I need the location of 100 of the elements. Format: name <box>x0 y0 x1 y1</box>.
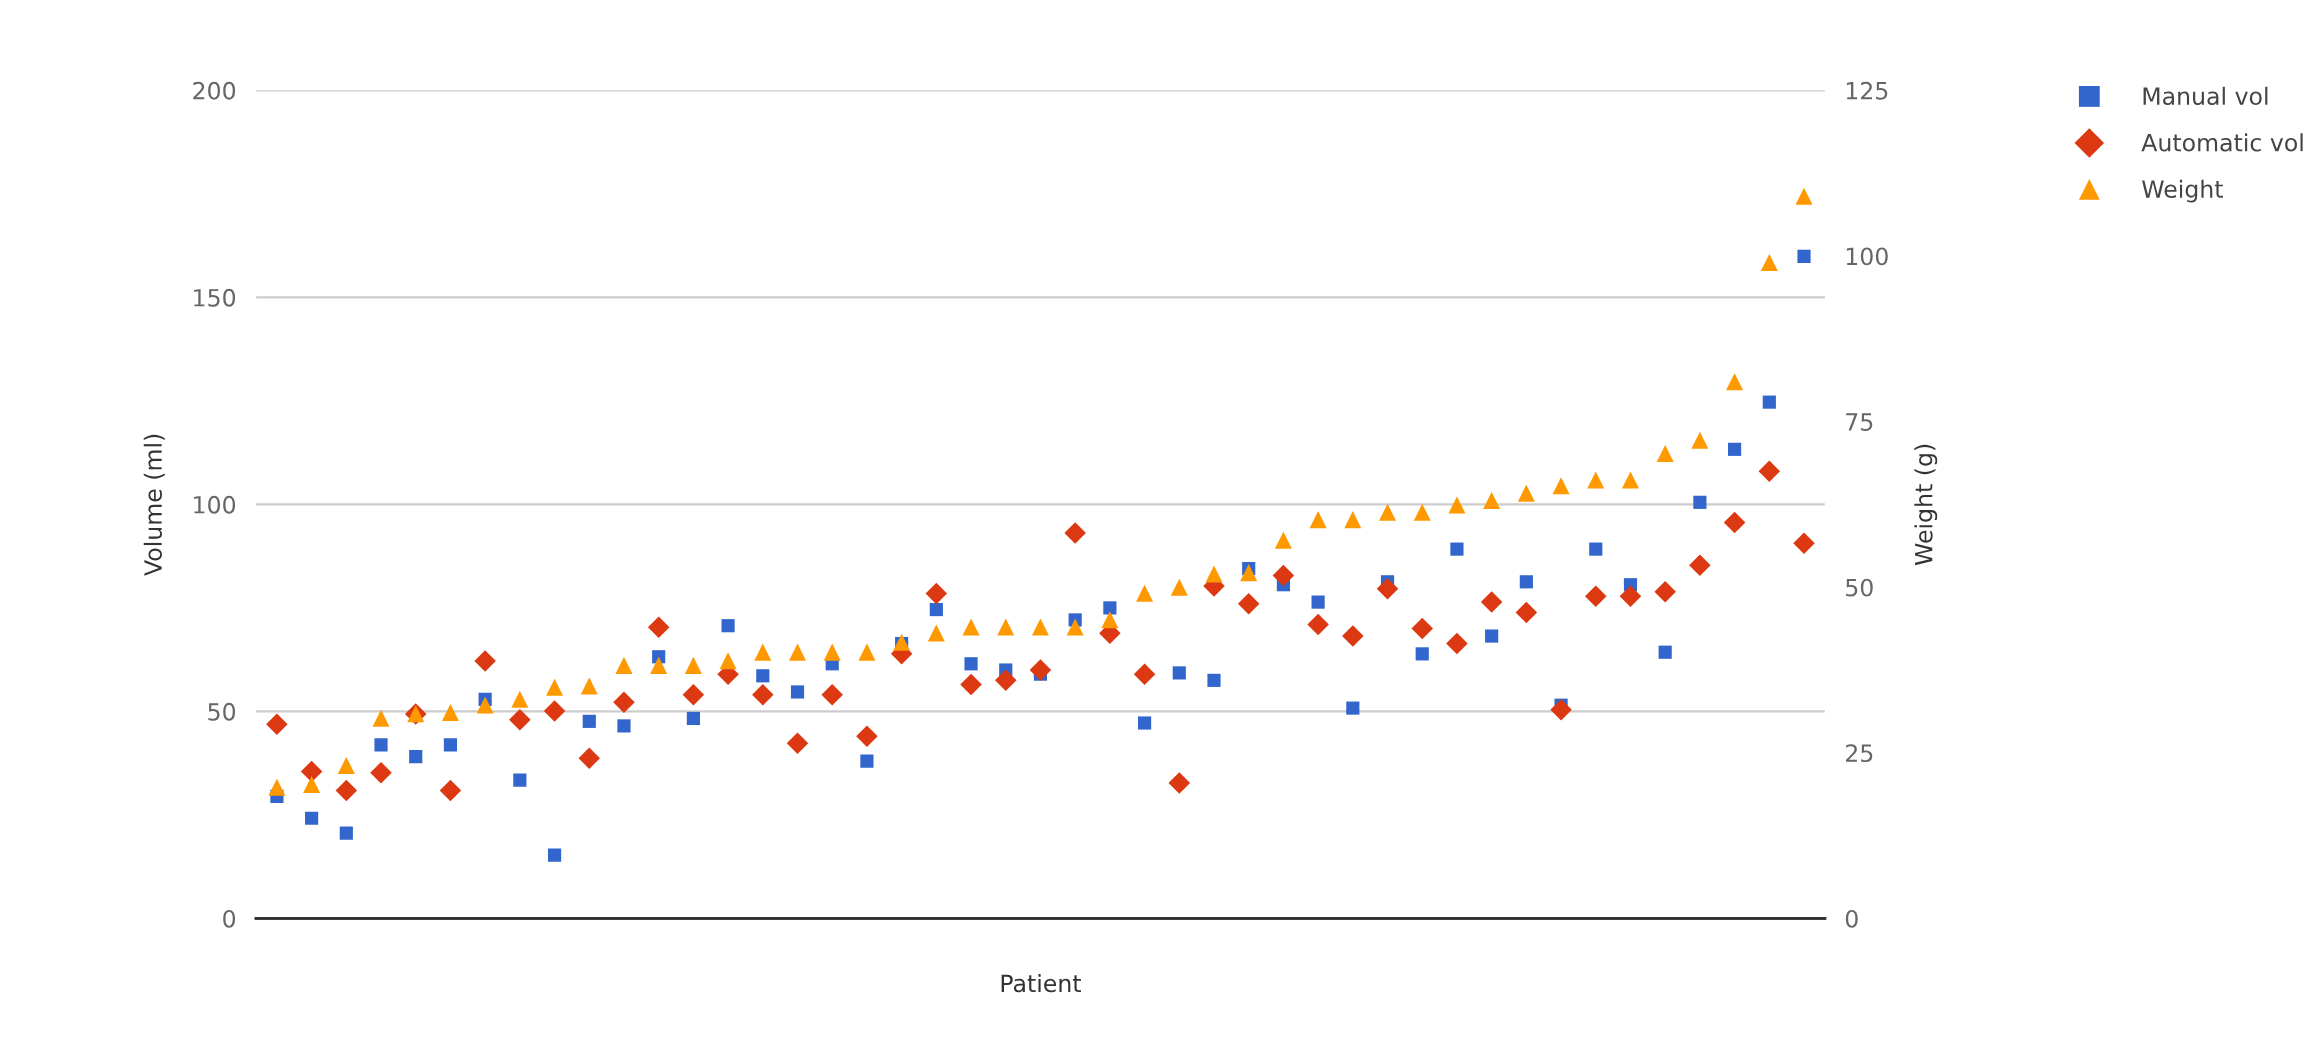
point <box>1168 772 1191 794</box>
point <box>929 602 943 617</box>
point <box>1307 613 1329 636</box>
point <box>509 708 531 731</box>
point <box>686 711 700 726</box>
point <box>752 684 774 706</box>
point <box>960 673 982 696</box>
point <box>756 669 770 683</box>
point <box>994 669 1017 692</box>
point <box>1656 444 1674 462</box>
point <box>1309 511 1327 529</box>
point <box>1587 471 1605 489</box>
point <box>1311 595 1325 609</box>
point <box>856 725 878 748</box>
point <box>1103 601 1117 615</box>
legend-label: Weight <box>2142 179 2223 203</box>
point <box>546 678 564 696</box>
point <box>823 643 841 661</box>
point <box>1728 442 1742 456</box>
point <box>1726 373 1744 391</box>
y-axis-title: Volume (ml) <box>143 434 165 576</box>
y2-tick-label: 25 <box>1846 744 1873 763</box>
point <box>821 684 843 706</box>
point <box>443 738 458 752</box>
point <box>721 619 735 633</box>
point <box>719 652 737 670</box>
legend-label: Automatic vol <box>2141 133 2303 152</box>
point <box>786 732 809 755</box>
point <box>1379 503 1397 521</box>
point <box>997 618 1015 636</box>
point <box>1589 542 1603 556</box>
point <box>1240 564 1258 582</box>
point <box>647 616 670 639</box>
point <box>1517 484 1535 502</box>
point <box>1550 699 1572 721</box>
point <box>1342 625 1364 647</box>
point <box>1621 471 1639 489</box>
point <box>1448 496 1466 514</box>
point <box>1029 659 1052 681</box>
point <box>374 738 388 752</box>
point <box>964 657 978 671</box>
point <box>441 703 459 721</box>
point <box>927 624 945 642</box>
point <box>1344 511 1362 529</box>
point <box>439 779 462 802</box>
point <box>1274 531 1292 549</box>
point <box>1654 581 1676 603</box>
point <box>1760 254 1778 272</box>
point <box>860 754 874 768</box>
point <box>790 685 805 699</box>
point <box>1689 554 1711 577</box>
point <box>511 690 529 708</box>
point <box>266 713 288 736</box>
point <box>268 778 286 796</box>
y-tick-label: 50 <box>208 702 236 721</box>
point <box>789 643 807 661</box>
point <box>547 848 562 862</box>
point <box>1480 591 1503 613</box>
point <box>962 618 980 636</box>
point <box>1758 460 1781 483</box>
y-tick-label: 0 <box>223 909 236 928</box>
point <box>1446 632 1468 655</box>
point <box>1691 431 1709 449</box>
point <box>1450 542 1464 556</box>
point <box>1723 511 1746 534</box>
point <box>925 582 948 605</box>
point <box>1519 575 1533 589</box>
point <box>682 684 705 706</box>
point <box>409 749 423 764</box>
point <box>1619 585 1642 608</box>
point <box>582 714 596 728</box>
point <box>474 650 496 672</box>
point <box>578 747 601 769</box>
point <box>1376 578 1399 600</box>
point <box>1101 611 1119 629</box>
point <box>1415 647 1429 661</box>
point <box>1205 565 1223 583</box>
point <box>476 696 494 714</box>
point <box>617 719 631 733</box>
y2-tick-label: 100 <box>1846 247 1888 266</box>
point <box>1552 477 1570 495</box>
y2-tick-label: 125 <box>1846 81 1888 100</box>
x-axis-title: Patient <box>1001 973 1081 993</box>
y2-tick-label: 75 <box>1846 413 1873 431</box>
point <box>370 761 392 784</box>
point <box>1485 629 1499 643</box>
point <box>650 656 668 674</box>
point <box>300 760 323 783</box>
point <box>1031 618 1049 636</box>
y2-tick-label: 0 <box>1845 909 1858 928</box>
point <box>1172 666 1186 680</box>
y-tick-label: 150 <box>194 288 236 307</box>
point <box>580 677 598 695</box>
point <box>1411 617 1433 640</box>
point <box>858 643 876 661</box>
point <box>513 773 527 787</box>
point <box>1170 578 1188 596</box>
point <box>615 656 633 674</box>
y2-axis-title: Weight (g) <box>1914 444 1938 566</box>
point <box>339 826 353 840</box>
